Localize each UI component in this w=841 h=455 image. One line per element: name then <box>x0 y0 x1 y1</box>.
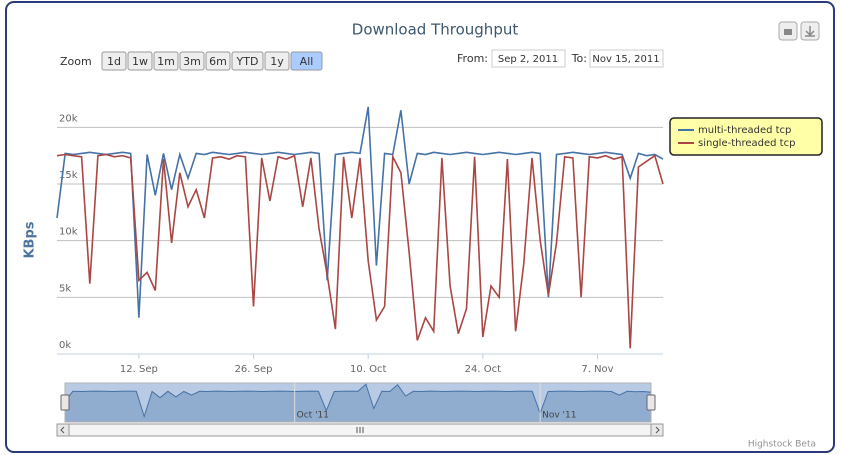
to-label: To: <box>571 52 587 65</box>
export-icon <box>805 26 815 37</box>
legend-label: single-threaded tcp <box>698 138 795 149</box>
zoom-button[interactable] <box>101 51 127 71</box>
zoom-button[interactable] <box>290 51 323 71</box>
to-value: Nov 15, 2011 <box>592 54 659 65</box>
x-tick-label: 12. Sep <box>120 364 158 375</box>
x-tick-label: 7. Nov <box>581 364 613 375</box>
zoom-button[interactable] <box>264 51 290 71</box>
export-buttons <box>778 21 820 41</box>
from-input[interactable] <box>491 49 566 68</box>
series-line <box>56 153 664 349</box>
zoom-button-label: YTD <box>236 55 259 68</box>
navigator-mask <box>65 383 651 422</box>
x-tick-label: 24. Oct <box>465 364 501 375</box>
y-tick-label: 15k <box>59 170 78 181</box>
zoom-button[interactable] <box>231 51 264 71</box>
legend: multi-threaded tcp single-threaded tcp <box>669 117 823 156</box>
from-value: Sep 2, 2011 <box>498 54 558 65</box>
y-tick-label: 5k <box>59 283 71 294</box>
zoom-button-label: 3m <box>183 55 201 68</box>
scrollbar-arrows <box>60 426 660 434</box>
navigator-label: Nov '11 <box>542 411 576 421</box>
credits: Highstock Beta <box>748 440 816 450</box>
legend-label: multi-threaded tcp <box>698 125 791 136</box>
zoom-button[interactable] <box>127 51 153 71</box>
print-icon <box>784 29 792 35</box>
zoom-button-label: 1m <box>157 55 175 68</box>
y-tick-label: 10k <box>59 227 78 238</box>
zoom-button-label: 1y <box>270 55 284 68</box>
y-axis-label: KBps <box>23 221 38 258</box>
zoom-button-label: 1w <box>132 55 148 68</box>
zoom-label: Zoom <box>60 55 92 68</box>
series-line <box>56 106 664 318</box>
navigator-handle[interactable] <box>646 394 656 411</box>
navigator-area <box>64 383 652 423</box>
to-input[interactable] <box>589 49 664 68</box>
y-tick-label: 20k <box>59 113 78 124</box>
zoom-button-label: 1d <box>107 55 121 68</box>
zoom-button-label: All <box>300 55 314 68</box>
from-label: From: <box>457 52 488 65</box>
x-tick-label: 26. Sep <box>235 364 273 375</box>
scrollbar-left-button[interactable] <box>56 423 70 437</box>
legend-box <box>669 117 823 156</box>
chart-frame <box>5 1 835 453</box>
chart-title: Download Throughput <box>352 21 519 39</box>
zoom-button-label: 6m <box>209 55 227 68</box>
zoom-button[interactable] <box>179 51 205 71</box>
zoom-button[interactable] <box>153 51 179 71</box>
navigator-handle[interactable] <box>60 394 70 411</box>
y-tick-label: 0k <box>59 340 71 351</box>
scrollbar-right-button[interactable] <box>650 423 664 437</box>
x-tick-label: 10. Oct <box>350 364 386 375</box>
zoom-button[interactable] <box>205 51 231 71</box>
navigator-label: Oct '11 <box>297 411 329 421</box>
